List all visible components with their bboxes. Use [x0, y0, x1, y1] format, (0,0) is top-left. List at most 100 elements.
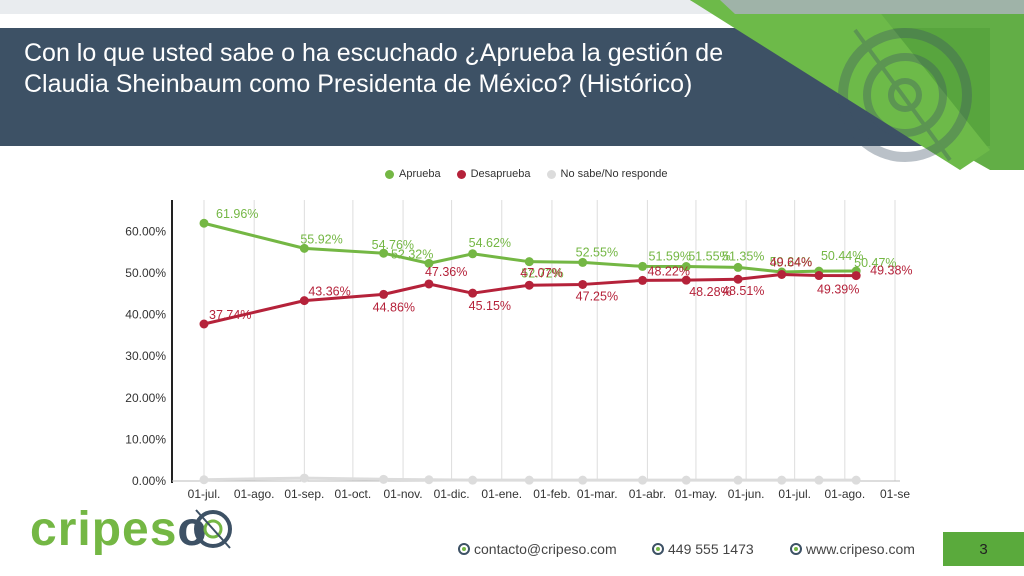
data-label: 45.15%	[469, 299, 511, 313]
x-tick-label: 01-nov.	[383, 487, 422, 501]
footer-phone-text: 449 555 1473	[668, 541, 754, 557]
legend-item-nosabe: No sabe/No responde	[546, 166, 668, 182]
data-label: 49.64%	[770, 255, 812, 269]
data-point	[199, 475, 209, 485]
legend-label-desaprueba: Desaprueba	[470, 168, 531, 180]
x-tick-label: 01-jul.	[188, 487, 221, 501]
data-label: 54.62%	[469, 236, 511, 250]
data-point	[524, 475, 534, 485]
phone-icon	[652, 543, 664, 555]
data-point	[851, 475, 861, 485]
data-label: 55.92%	[300, 232, 342, 246]
data-point	[379, 474, 389, 484]
y-tick-label: 0.00%	[132, 474, 166, 488]
footer-web[interactable]: www.cripeso.com	[790, 541, 915, 557]
data-point	[638, 475, 648, 485]
data-point	[199, 319, 209, 329]
data-label: 48.51%	[722, 284, 764, 298]
data-label: 50.44%	[821, 249, 863, 263]
data-point	[578, 475, 588, 485]
logo-text-o: o	[177, 503, 208, 556]
footer-email[interactable]: contacto@cripeso.com	[458, 541, 617, 557]
page-number: 3	[943, 532, 1024, 566]
legend-item-aprueba: Aprueba	[385, 166, 441, 182]
logo-target-icon	[194, 509, 232, 549]
data-label: 47.36%	[425, 265, 467, 279]
x-tick-label: 01-ago.	[234, 487, 275, 501]
email-icon	[458, 543, 470, 555]
data-point	[578, 279, 588, 289]
data-point	[681, 475, 691, 485]
data-point	[379, 248, 389, 258]
x-tick-label: 01-ago.	[824, 487, 865, 501]
y-tick-label: 10.00%	[125, 432, 166, 446]
chart-legend: Aprueba Desaprueba No sabe/No responde	[385, 166, 668, 182]
data-point	[638, 261, 648, 271]
footer-phone[interactable]: 449 555 1473	[652, 541, 754, 557]
data-label: 51.59%	[649, 249, 691, 263]
data-label: 47.25%	[576, 289, 618, 303]
legend-marker-nosabe	[546, 169, 556, 179]
data-label: 49.38%	[870, 264, 912, 278]
footer-email-text: contacto@cripeso.com	[474, 541, 617, 557]
data-point	[524, 280, 534, 290]
y-tick-label: 40.00%	[125, 308, 166, 322]
x-tick-label: 01-may.	[675, 487, 717, 501]
data-point	[424, 475, 434, 485]
data-label: 50.47%	[854, 256, 896, 270]
data-point	[777, 475, 787, 485]
data-label: 47.07%	[520, 266, 562, 280]
data-point	[299, 473, 309, 483]
y-tick-label: 50.00%	[125, 266, 166, 280]
data-point	[468, 475, 478, 485]
y-tick-label: 30.00%	[125, 349, 166, 363]
legend-item-desaprueba: Desaprueba	[456, 166, 531, 182]
data-label: 48.22%	[648, 264, 690, 278]
x-tick-label: 01-abr.	[629, 487, 666, 501]
data-point	[733, 262, 743, 272]
y-tick-label: 20.00%	[125, 391, 166, 405]
data-point	[468, 288, 478, 298]
data-point	[578, 257, 588, 267]
data-point	[733, 475, 743, 485]
data-point	[424, 258, 434, 268]
data-point	[814, 475, 824, 485]
data-label: 48.28%	[689, 285, 731, 299]
legend-marker-aprueba	[385, 169, 394, 179]
data-label: 52.55%	[576, 245, 618, 259]
legend-label-aprueba: Aprueba	[399, 168, 441, 180]
x-tick-label: 01-ene.	[481, 487, 522, 501]
cripeso-logo: cripeso	[30, 502, 208, 558]
legend-label-nosabe: No sabe/No responde	[560, 168, 668, 180]
y-tick-label: 60.00%	[125, 224, 166, 238]
data-point	[638, 275, 648, 285]
data-label: 52.32%	[391, 247, 433, 261]
x-tick-label: 01-sep.	[284, 487, 324, 501]
data-label: 44.86%	[373, 300, 415, 314]
x-tick-label: 01-se	[880, 487, 910, 501]
data-point	[851, 271, 861, 281]
data-point	[379, 289, 389, 299]
data-label: 37.74%	[209, 308, 251, 322]
data-label: 50.24%	[770, 255, 812, 269]
footer-web-text: www.cripeso.com	[806, 541, 915, 557]
x-tick-label: 01-mar.	[577, 487, 618, 501]
page-title: Con lo que usted sabe o ha escuchado ¿Ap…	[24, 39, 724, 98]
data-label: 43.36%	[308, 285, 350, 299]
data-label: 61.96%	[216, 207, 258, 221]
x-tick-label: 01-jul.	[778, 487, 811, 501]
web-icon	[790, 543, 802, 555]
data-point	[733, 274, 743, 284]
data-point	[681, 262, 691, 272]
data-point	[777, 269, 787, 279]
header-decoration	[690, 0, 1024, 170]
data-point	[299, 296, 309, 306]
data-point	[524, 257, 534, 267]
data-label: 51.35%	[722, 249, 764, 263]
x-tick-label: 01-feb.	[533, 487, 570, 501]
data-point	[814, 271, 824, 281]
data-label: 52.72%	[521, 267, 563, 281]
data-point	[299, 243, 309, 253]
data-label: 51.55%	[688, 250, 730, 264]
